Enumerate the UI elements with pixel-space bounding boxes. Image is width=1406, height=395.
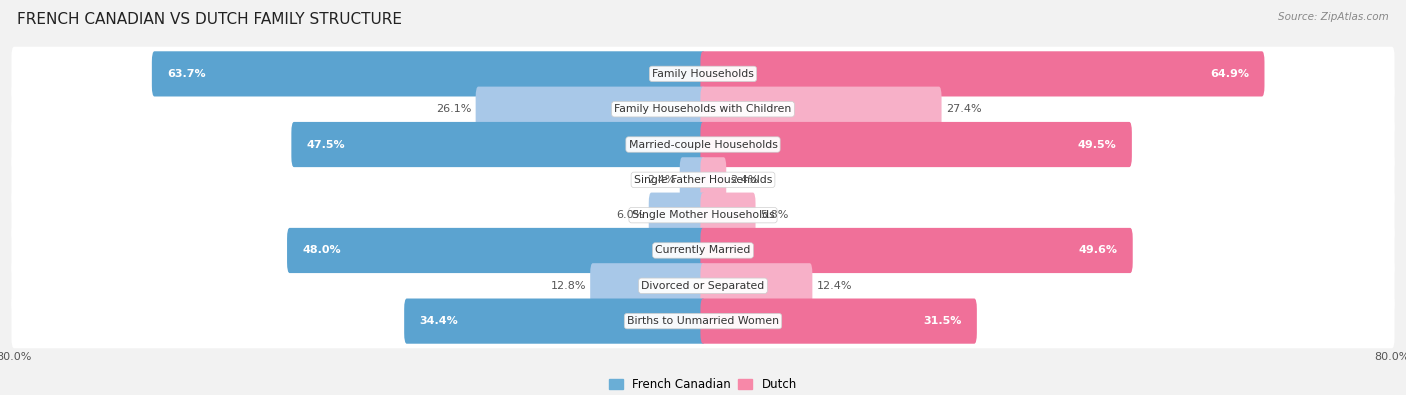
Text: 48.0%: 48.0%: [302, 245, 342, 256]
FancyBboxPatch shape: [700, 87, 942, 132]
FancyBboxPatch shape: [287, 228, 706, 273]
FancyBboxPatch shape: [700, 228, 1133, 273]
FancyBboxPatch shape: [591, 263, 706, 308]
Text: 27.4%: 27.4%: [946, 104, 981, 114]
Text: 49.5%: 49.5%: [1077, 139, 1116, 150]
FancyBboxPatch shape: [11, 188, 1395, 243]
FancyBboxPatch shape: [11, 47, 1395, 101]
FancyBboxPatch shape: [11, 117, 1395, 172]
FancyBboxPatch shape: [700, 122, 1132, 167]
Text: Family Households with Children: Family Households with Children: [614, 104, 792, 114]
FancyBboxPatch shape: [11, 82, 1395, 136]
FancyBboxPatch shape: [11, 294, 1395, 348]
Text: 5.8%: 5.8%: [759, 210, 789, 220]
Text: Married-couple Households: Married-couple Households: [628, 139, 778, 150]
FancyBboxPatch shape: [700, 263, 813, 308]
FancyBboxPatch shape: [700, 192, 755, 238]
FancyBboxPatch shape: [700, 51, 1264, 96]
Text: 64.9%: 64.9%: [1211, 69, 1249, 79]
FancyBboxPatch shape: [152, 51, 706, 96]
Text: 34.4%: 34.4%: [419, 316, 458, 326]
Text: 47.5%: 47.5%: [307, 139, 346, 150]
FancyBboxPatch shape: [11, 152, 1395, 207]
Text: Family Households: Family Households: [652, 69, 754, 79]
Text: 26.1%: 26.1%: [436, 104, 471, 114]
FancyBboxPatch shape: [648, 192, 706, 238]
Text: 12.8%: 12.8%: [550, 281, 586, 291]
Text: Births to Unmarried Women: Births to Unmarried Women: [627, 316, 779, 326]
Text: Currently Married: Currently Married: [655, 245, 751, 256]
Text: 2.4%: 2.4%: [731, 175, 759, 185]
Text: 49.6%: 49.6%: [1078, 245, 1118, 256]
Text: Divorced or Separated: Divorced or Separated: [641, 281, 765, 291]
Text: FRENCH CANADIAN VS DUTCH FAMILY STRUCTURE: FRENCH CANADIAN VS DUTCH FAMILY STRUCTUR…: [17, 12, 402, 27]
FancyBboxPatch shape: [679, 157, 706, 203]
FancyBboxPatch shape: [11, 223, 1395, 278]
FancyBboxPatch shape: [11, 259, 1395, 313]
Text: 12.4%: 12.4%: [817, 281, 852, 291]
FancyBboxPatch shape: [700, 299, 977, 344]
Text: Single Mother Households: Single Mother Households: [631, 210, 775, 220]
FancyBboxPatch shape: [291, 122, 706, 167]
Text: 2.4%: 2.4%: [647, 175, 675, 185]
Text: 31.5%: 31.5%: [922, 316, 962, 326]
Text: Single Father Households: Single Father Households: [634, 175, 772, 185]
Legend: French Canadian, Dutch: French Canadian, Dutch: [605, 373, 801, 395]
Text: Source: ZipAtlas.com: Source: ZipAtlas.com: [1278, 12, 1389, 22]
Text: 6.0%: 6.0%: [616, 210, 644, 220]
Text: 63.7%: 63.7%: [167, 69, 205, 79]
FancyBboxPatch shape: [475, 87, 706, 132]
FancyBboxPatch shape: [700, 157, 727, 203]
FancyBboxPatch shape: [404, 299, 706, 344]
